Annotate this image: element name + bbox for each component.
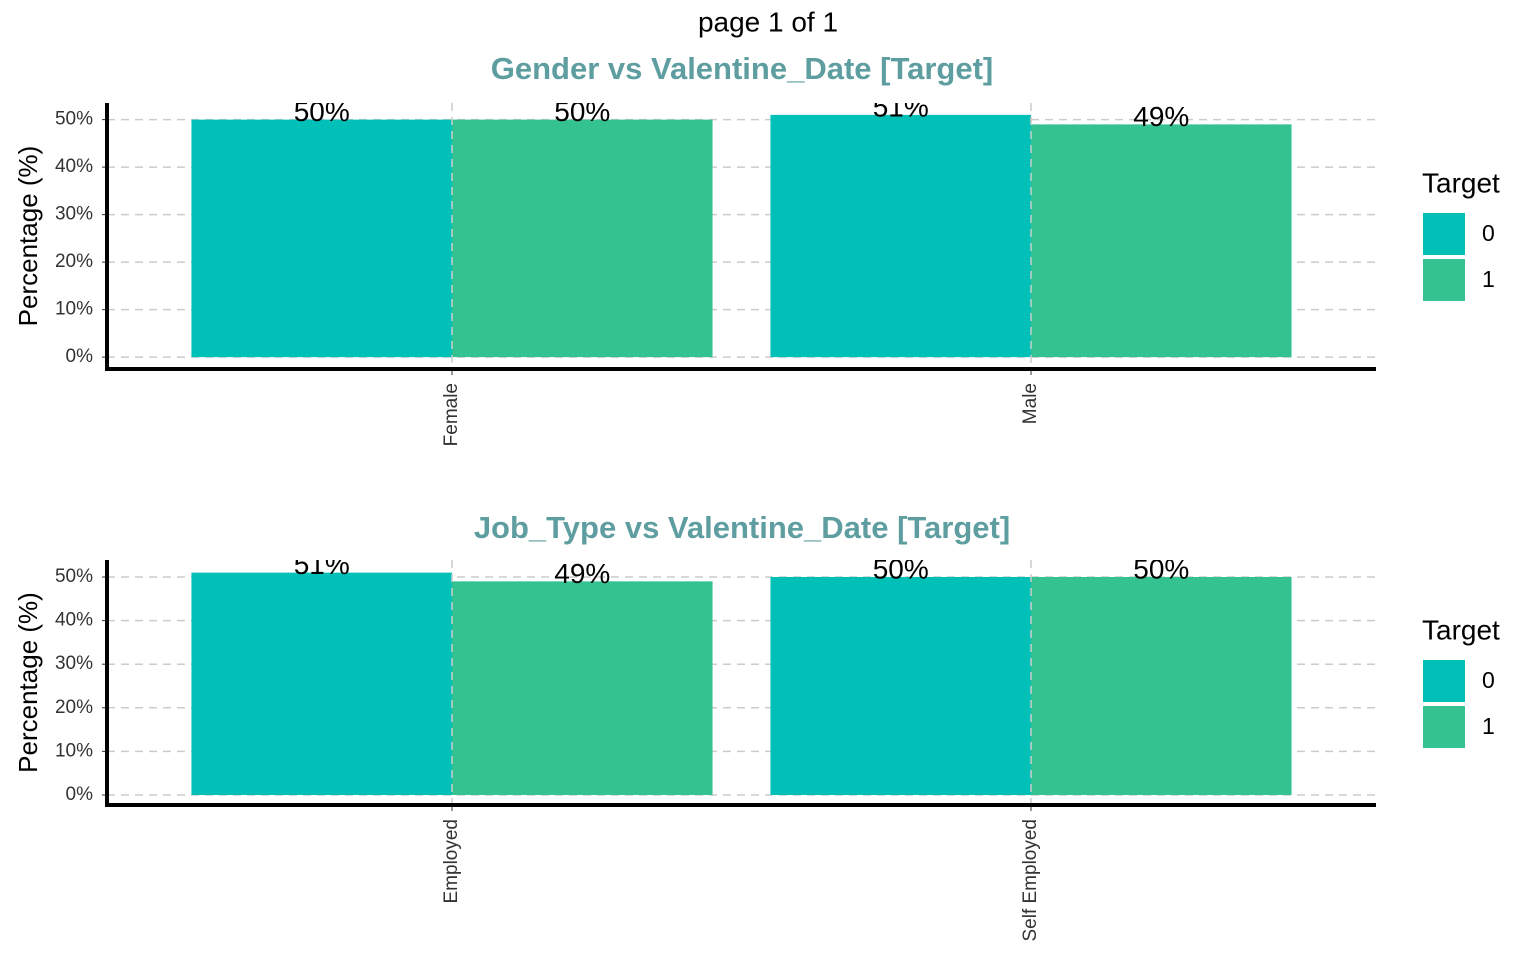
plot-area: 51% 49% 50% 50% bbox=[191, 549, 1292, 795]
legend-label: 1 bbox=[1482, 713, 1495, 739]
value-label: 50% bbox=[554, 96, 610, 127]
bar bbox=[770, 577, 1031, 795]
legend-key bbox=[1423, 213, 1465, 255]
value-label: 49% bbox=[554, 558, 610, 589]
y-axis-label: Percentage (%) bbox=[13, 592, 43, 773]
y-tick-label: 10% bbox=[55, 740, 93, 761]
legend-label: 0 bbox=[1482, 220, 1495, 246]
y-tick-label: 30% bbox=[55, 653, 93, 674]
y-tick-label: 0% bbox=[66, 346, 94, 367]
value-label: 50% bbox=[294, 96, 350, 127]
bar bbox=[191, 572, 452, 795]
legend-key bbox=[1423, 660, 1465, 702]
bar bbox=[191, 119, 452, 358]
value-label: 51% bbox=[294, 549, 350, 580]
bar bbox=[452, 581, 713, 795]
legend-key bbox=[1423, 706, 1465, 748]
legend-key bbox=[1423, 259, 1465, 301]
value-label: 50% bbox=[873, 553, 929, 584]
bar bbox=[452, 119, 713, 358]
legend-title: Target bbox=[1422, 167, 1500, 198]
y-tick-label: 10% bbox=[55, 299, 93, 320]
value-label: 49% bbox=[1133, 101, 1189, 132]
chart-title: Job_Type vs Valentine_Date [Target] bbox=[474, 510, 1010, 545]
y-tick-label: 20% bbox=[55, 697, 93, 718]
chart-title: Gender vs Valentine_Date [Target] bbox=[491, 51, 993, 86]
value-label: 50% bbox=[1133, 553, 1189, 584]
plot-area: 50% 50% 51% 49% bbox=[191, 91, 1292, 358]
x-tick-label: Male bbox=[1020, 383, 1041, 424]
y-axis-label: Percentage (%) bbox=[13, 146, 43, 327]
x-tick-label: Female bbox=[441, 383, 462, 446]
x-tick-label: Employed bbox=[441, 819, 462, 904]
bar bbox=[1031, 124, 1292, 358]
legend-label: 1 bbox=[1482, 266, 1495, 292]
legend-label: 0 bbox=[1482, 667, 1495, 693]
bar bbox=[770, 114, 1031, 358]
y-tick-label: 20% bbox=[55, 251, 93, 272]
y-tick-label: 0% bbox=[66, 784, 94, 805]
y-tick-label: 50% bbox=[55, 109, 93, 130]
x-tick-label: Self Employed bbox=[1020, 819, 1041, 942]
y-tick-label: 40% bbox=[55, 156, 93, 177]
y-tick-label: 30% bbox=[55, 204, 93, 225]
y-tick-label: 50% bbox=[55, 566, 93, 587]
value-label: 51% bbox=[873, 91, 929, 122]
bar bbox=[1031, 577, 1292, 795]
y-tick-label: 40% bbox=[55, 610, 93, 631]
page-title: page 1 of 1 bbox=[698, 6, 838, 37]
legend-title: Target bbox=[1422, 614, 1500, 645]
